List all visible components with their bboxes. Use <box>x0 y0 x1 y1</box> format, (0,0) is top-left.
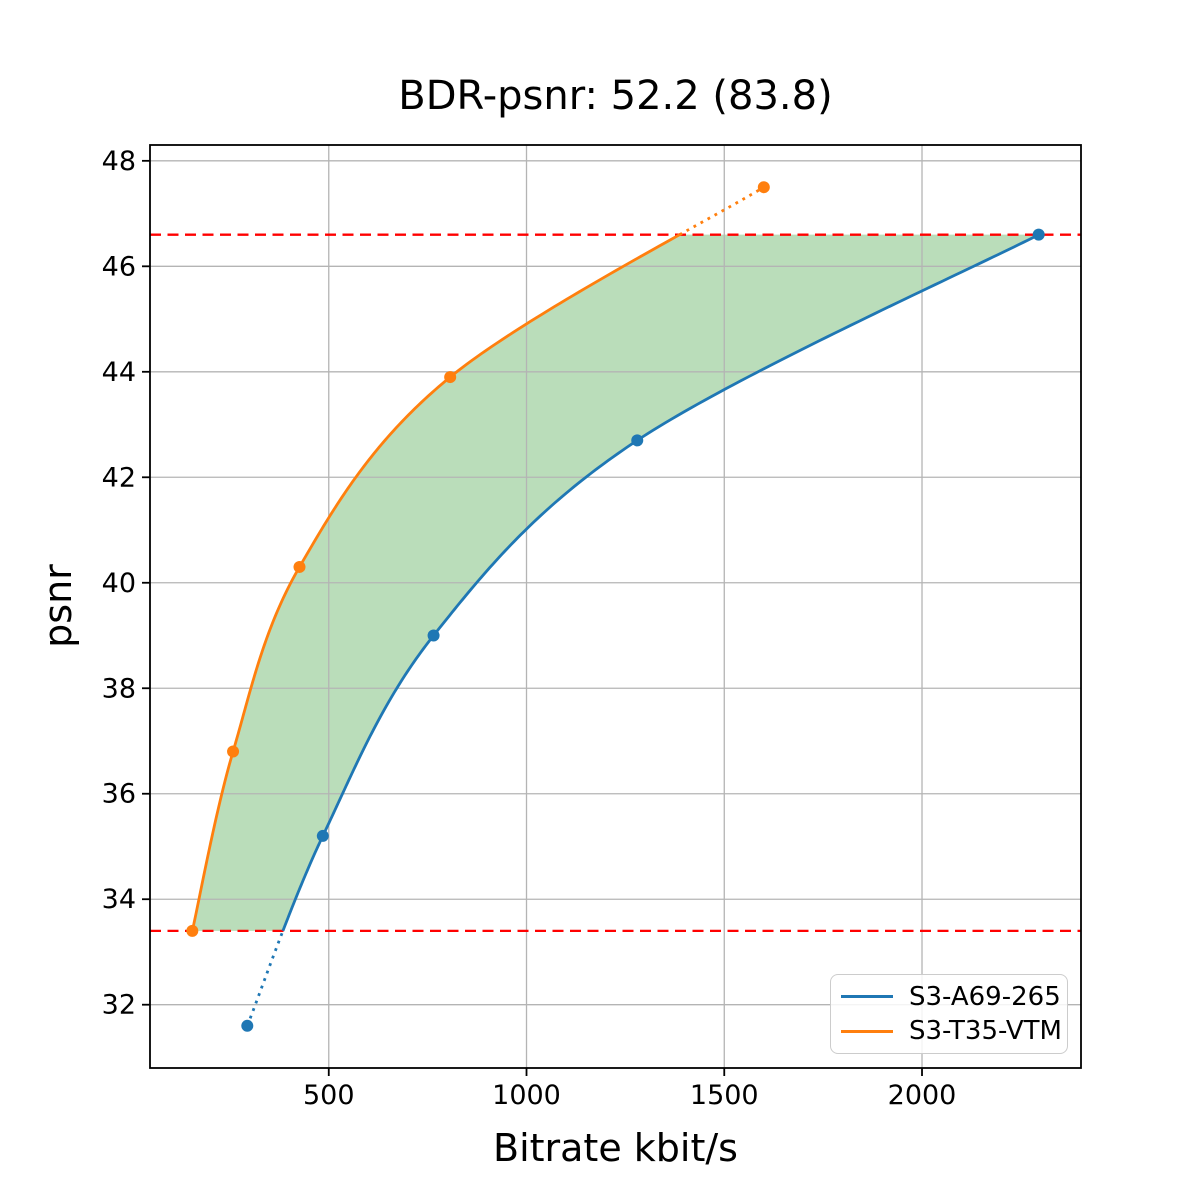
chart-title: BDR-psnr: 52.2 (83.8) <box>398 73 833 119</box>
legend-item-s3-t35-vtm: S3-T35-VTM <box>841 1016 1062 1046</box>
legend-label: S3-T35-VTM <box>909 1016 1062 1047</box>
svg-text:48: 48 <box>102 146 136 177</box>
legend-line-orange <box>841 1029 893 1033</box>
svg-text:46: 46 <box>102 251 136 282</box>
legend-line-blue <box>841 995 893 999</box>
svg-text:34: 34 <box>102 884 136 915</box>
legend-label: S3-A69-265 <box>909 981 1061 1012</box>
svg-text:32: 32 <box>102 990 136 1021</box>
svg-text:40: 40 <box>102 568 136 599</box>
svg-text:36: 36 <box>102 779 136 810</box>
svg-text:2000: 2000 <box>888 1080 957 1111</box>
svg-text:42: 42 <box>102 462 136 493</box>
x-axis-label: Bitrate kbit/s <box>493 1126 738 1170</box>
svg-text:38: 38 <box>102 673 136 704</box>
svg-text:1500: 1500 <box>690 1080 759 1111</box>
svg-text:44: 44 <box>102 357 136 388</box>
legend: S3-A69-265 S3-T35-VTM <box>830 974 1068 1054</box>
legend-item-s3-a69-265: S3-A69-265 <box>841 982 1061 1012</box>
svg-text:500: 500 <box>303 1080 355 1111</box>
svg-text:1000: 1000 <box>492 1080 561 1111</box>
